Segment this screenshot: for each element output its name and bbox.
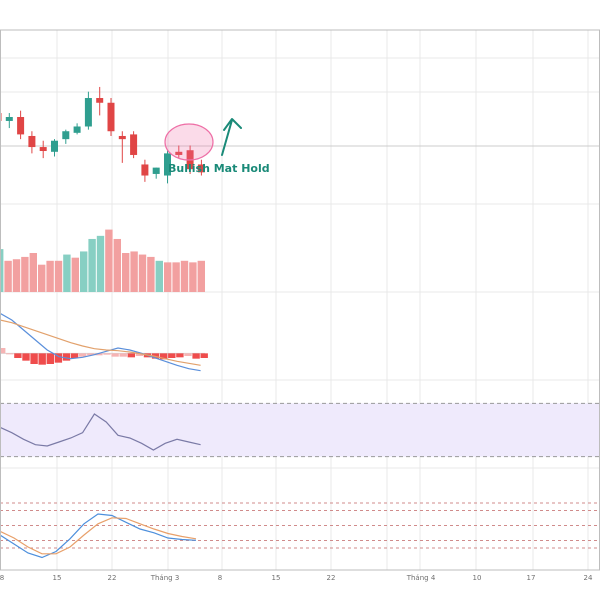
macd-histogram-bar-2 — [14, 353, 22, 358]
macd-histogram-bar-10 — [79, 353, 87, 357]
candle-body-5 — [51, 140, 58, 152]
macd-histogram-bar-5 — [38, 353, 46, 365]
x-tick-label: 8 — [0, 574, 4, 582]
volume-bar-18 — [147, 256, 155, 292]
x-tick-label: Tháng 4 — [406, 574, 436, 582]
candle-body-13 — [141, 164, 149, 176]
rsi-band — [0, 403, 600, 457]
macd-histogram-bar-22 — [176, 353, 184, 358]
macd-histogram-bar-25 — [200, 353, 208, 358]
macd-histogram-bar-24 — [192, 353, 200, 359]
macd-histogram-bar-4 — [30, 353, 38, 364]
macd-panel — [0, 312, 208, 372]
x-tick-label: 22 — [108, 574, 117, 582]
volume-bar-11 — [88, 238, 96, 292]
candle-body-9 — [96, 98, 104, 103]
macd-histogram-bar-11 — [87, 353, 95, 356]
annotation-layer: Bullish Mat Hold — [164, 118, 270, 175]
grid-layer — [0, 30, 600, 570]
volume-bar-19 — [155, 260, 163, 292]
pattern-label: Bullish Mat Hold — [168, 162, 270, 175]
volume-bar-17 — [138, 254, 147, 292]
volume-bar-5 — [38, 264, 46, 292]
candle-body-11 — [118, 135, 126, 140]
volume-bar-0 — [0, 249, 4, 292]
macd-line — [0, 312, 201, 372]
x-tick-label: 24 — [584, 574, 593, 582]
up-arrow-icon — [221, 118, 242, 156]
x-tick-label: 15 — [272, 574, 281, 582]
stochastic-d-line — [0, 517, 197, 555]
volume-bar-9 — [71, 257, 79, 292]
volume-bar-14 — [113, 238, 121, 292]
volume-bar-4 — [29, 253, 37, 292]
volume-bar-16 — [130, 251, 138, 292]
candle-body-18 — [197, 164, 205, 173]
volume-bar-12 — [96, 235, 105, 292]
macd-histogram-bar-7 — [54, 353, 63, 363]
candle-body-14 — [152, 167, 160, 174]
candle-body-16 — [175, 151, 183, 155]
x-axis: 8 15 22 Tháng 3 8 15 22 Tháng 4 10 17 24 — [0, 574, 593, 582]
stochastic-k-line — [0, 513, 197, 559]
macd-histogram-bar-17 — [135, 353, 144, 356]
volume-bar-8 — [63, 254, 71, 292]
x-tick-label: Tháng 3 — [150, 574, 180, 582]
macd-histogram-bar-1 — [6, 353, 14, 355]
pattern-highlight-ellipse — [164, 123, 214, 161]
candle-body-1 — [5, 117, 13, 121]
candle-body-3 — [28, 135, 36, 148]
volume-bar-3 — [21, 256, 29, 292]
candle-body-2 — [17, 117, 25, 135]
candle-body-15 — [164, 153, 171, 176]
macd-histogram-bar-8 — [62, 353, 71, 361]
volume-bar-23 — [189, 262, 197, 292]
rsi-line — [0, 413, 201, 451]
x-tick-label: 15 — [53, 574, 62, 582]
candle-body-4 — [39, 147, 47, 152]
volume-bar-7 — [54, 260, 63, 292]
macd-histogram-bar-12 — [95, 353, 103, 356]
macd-histogram-bar-9 — [70, 353, 79, 358]
candle-body-8 — [84, 98, 92, 127]
volume-bar-20 — [164, 262, 172, 292]
x-tick-label: 17 — [527, 574, 536, 582]
volume-bar-15 — [122, 253, 130, 292]
macd-histogram-bar-0 — [0, 348, 6, 354]
candle-body-12 — [130, 134, 138, 155]
macd-histogram-bar-15 — [119, 353, 127, 357]
macd-histogram-bar-13 — [103, 353, 111, 355]
candle-body-6 — [62, 131, 70, 140]
volume-bar-21 — [172, 262, 180, 292]
volume-bar-1 — [4, 260, 12, 292]
candle-body-10 — [107, 102, 115, 132]
macd-histogram-bar-16 — [127, 353, 135, 358]
macd-histogram-bar-6 — [46, 353, 54, 364]
candle-body-7 — [73, 126, 81, 133]
x-tick-label: 8 — [218, 574, 222, 582]
macd-histogram-bar-20 — [160, 353, 168, 360]
volume-bar-24 — [197, 260, 205, 292]
x-tick-label: 22 — [327, 574, 336, 582]
macd-histogram-bar-23 — [184, 353, 192, 356]
macd-histogram-bar-3 — [22, 353, 30, 361]
macd-histogram-bar-21 — [168, 353, 176, 358]
volume-bar-6 — [46, 260, 54, 292]
signal-line — [0, 319, 201, 366]
volume-bar-2 — [12, 259, 21, 292]
x-tick-label: 10 — [473, 574, 482, 582]
volume-panel — [0, 229, 205, 292]
volume-bar-10 — [80, 251, 88, 292]
macd-histogram-bar-14 — [111, 353, 119, 357]
rsi-panel — [0, 402, 600, 458]
volume-bar-22 — [180, 260, 189, 292]
volume-bar-13 — [105, 229, 113, 292]
stochastic-panel — [0, 502, 600, 559]
